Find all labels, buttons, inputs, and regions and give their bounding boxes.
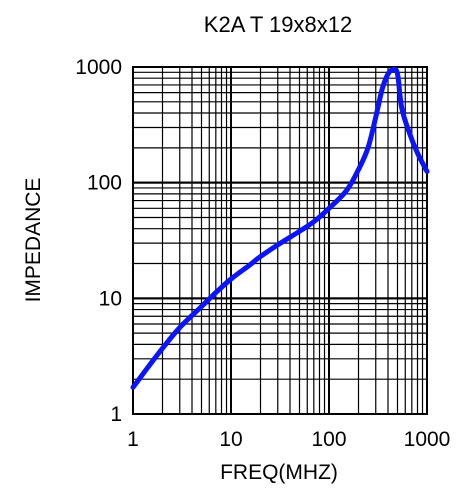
y-tick-label: 100 xyxy=(87,172,122,195)
x-axis-label: FREQ(MHZ) xyxy=(220,461,338,484)
y-tick-label: 10 xyxy=(99,287,122,310)
impedance-curve xyxy=(130,66,430,390)
x-tick-label: 10 xyxy=(219,428,242,451)
y-tick-label: 1 xyxy=(110,403,122,426)
x-tick-label: 1 xyxy=(127,428,139,451)
x-tick-label: 1000 xyxy=(404,428,451,451)
y-axis-label: IMPEDANCE xyxy=(22,178,45,303)
x-tick-label: 100 xyxy=(311,428,346,451)
tick-labels: 1 10 100 1000 1 10 100 1000 xyxy=(75,56,450,451)
plot-frame xyxy=(132,66,428,415)
grid xyxy=(132,66,428,415)
curve-layer xyxy=(130,66,430,390)
y-tick-label: 1000 xyxy=(75,56,122,79)
chart-title: K2A T 19x8x12 xyxy=(204,12,352,37)
